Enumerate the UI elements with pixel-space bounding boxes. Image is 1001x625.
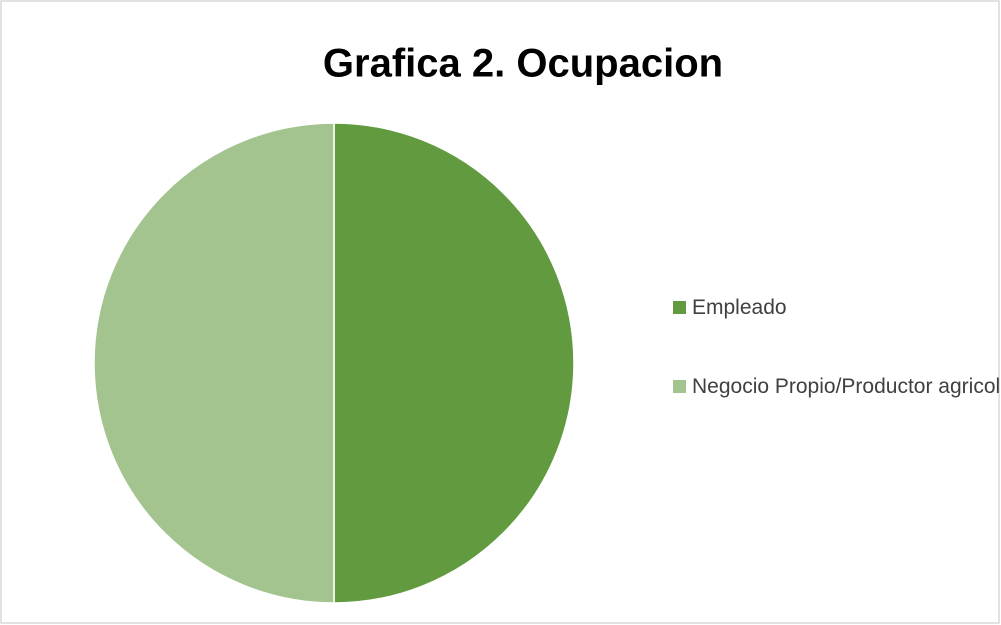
chart-title: Grafica 2. Ocupacion xyxy=(323,42,723,86)
pie-slice xyxy=(93,122,335,604)
legend-entry: Empleado xyxy=(673,290,1001,325)
legend-swatch xyxy=(673,380,686,393)
legend-label: Negocio Propio/Productor agricola xyxy=(692,375,1001,398)
pie-slice xyxy=(333,122,575,604)
legend-swatch xyxy=(673,301,686,314)
legend-entry: Negocio Propio/Productor agricola xyxy=(673,369,1001,404)
legend-label: Empleado xyxy=(692,296,787,319)
